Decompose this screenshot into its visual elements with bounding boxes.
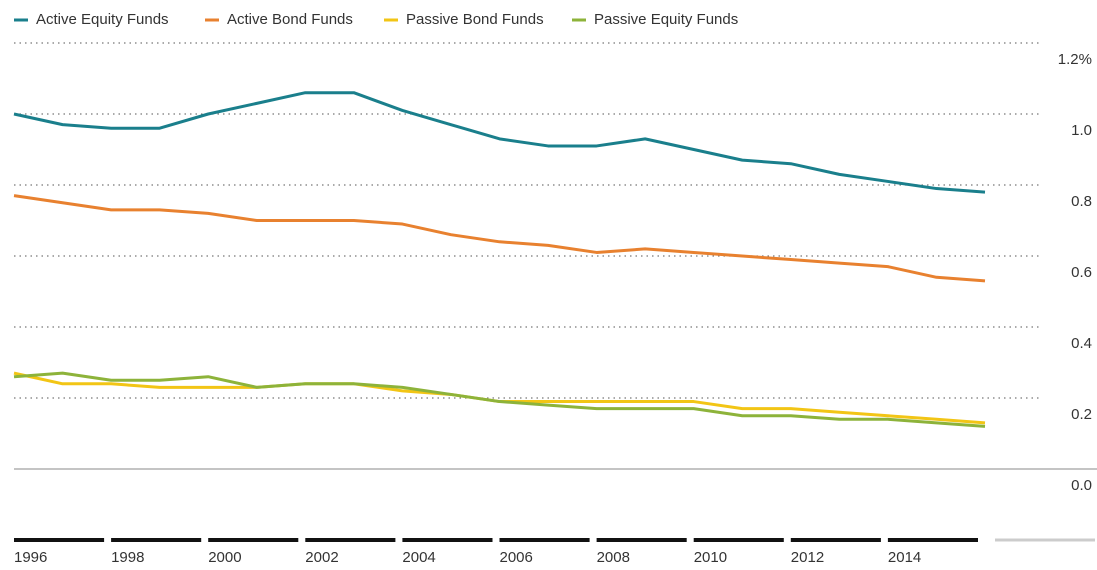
legend-label: Active Bond Funds	[227, 11, 353, 28]
y-tick-label: 1.0	[1071, 122, 1092, 139]
x-tick-label: 2010	[694, 549, 727, 566]
legend-label: Passive Equity Funds	[594, 11, 738, 28]
x-tick-label: 2004	[402, 549, 435, 566]
legend-label: Passive Bond Funds	[406, 11, 544, 28]
x-tick-label: 2002	[305, 549, 338, 566]
y-tick-label: 1.2%	[1058, 51, 1092, 68]
series-line	[13, 91, 986, 194]
y-tick-label: 0.6	[1071, 264, 1092, 281]
x-tick-label: 2014	[888, 549, 921, 566]
y-tick-label: 0.4	[1071, 335, 1092, 352]
x-tick-label: 1998	[111, 549, 144, 566]
x-tick-label: 2006	[500, 549, 533, 566]
x-tick-label: 2000	[208, 549, 241, 566]
y-tick-label: 0.8	[1071, 193, 1092, 210]
legend-label: Active Equity Funds	[36, 11, 169, 28]
x-tick-label: 2008	[597, 549, 630, 566]
y-tick-label: 0.2	[1071, 406, 1092, 423]
series-line	[13, 371, 986, 428]
y-tick-label: 0.0	[1071, 477, 1092, 494]
x-tick-label: 2012	[791, 549, 824, 566]
series-line	[13, 194, 986, 283]
x-tick-label: 1996	[14, 549, 47, 566]
